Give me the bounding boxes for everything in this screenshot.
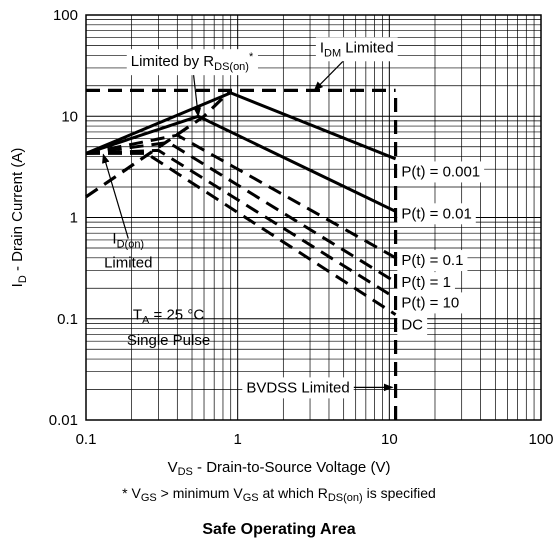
x-tick-label: 10 [381,431,398,448]
annotation-ta2: Single Pulse [127,332,210,349]
series-p-t-0-001 [85,91,397,161]
annotation-label-bg [315,37,398,62]
tick-labels: 0.1 1 10 100 0.01 0.1 1 10 100 [49,7,554,448]
annotation-idon1: ID(on) [102,153,144,251]
annotation-text: BVDSS Limited [246,379,349,396]
annotation-arrow [192,74,202,118]
annotation-text: P(t) = 0.01 [401,205,471,222]
y-tick-label: 1 [70,210,78,227]
annotation-label-bg [397,161,485,183]
limit-rds-on-limited [85,89,232,199]
annotation-text: Limited by RDS(on)* [131,51,254,73]
chart-title: Safe Operating Area [202,521,356,538]
x-axis-label: VDS - Drain-to-Source Voltage (V) [167,459,391,478]
y-axis-label: ID - Drain Current (A) [9,148,29,288]
y-tick-label: 0.01 [49,412,78,429]
annotation-label-bg [242,377,354,399]
annotation-text: P(t) = 0.1 [401,252,463,269]
annotation-lbldc: DC [397,314,428,336]
x-tick-label: 1 [233,431,241,448]
x-tick-label: 100 [528,431,553,448]
annotation-text: P(t) = 10 [401,294,459,311]
annotation-label-bg [397,292,464,314]
annotations: Limited by RDS(on)* IDM Limited ID(on) Limi… [102,37,485,399]
annotation-lbl1: P(t) = 0.1 [397,250,468,272]
annotation-label-bg [397,314,428,336]
annotation-rds: Limited by RDS(on)* [126,49,258,118]
limit-lines [85,88,398,420]
annotation-arrow [313,58,346,92]
y-tick-label: 100 [53,7,78,24]
annotation-label-bg [397,272,455,294]
annotation-arrow [102,153,129,239]
series-dc [86,151,397,316]
annotation-lbl10: P(t) = 1 [397,272,455,294]
annotation-label-bg [126,49,258,76]
annotation-text: Single Pulse [127,332,210,349]
annotation-ta1: TA = 25 °C [133,307,204,327]
y-tick-label: 0.1 [57,311,78,328]
x-tick-label: 0.1 [76,431,97,448]
annotation-text: TA = 25 °C [133,307,204,327]
annotation-text: DC [401,316,423,333]
annotation-text: Limited [104,254,152,271]
annotation-text: P(t) = 0.001 [401,163,480,180]
annotation-text: P(t) = 1 [401,274,451,291]
annotation-label-bg [397,250,468,272]
annotation-idon2: Limited [104,254,152,271]
footnote: * VGS > minimum VGS at which RDS(on) is … [122,485,436,504]
annotation-text: ID(on) [112,231,144,251]
series-p-t-1 [85,140,397,284]
annotation-bvdss: BVDSS Limited [242,377,394,399]
plot-frame [85,14,542,421]
annotation-idm: IDM Limited [313,37,398,92]
safe-operating-area-chart: Limited by RDS(on)* IDM Limited ID(on) Limi… [9,7,554,448]
annotation-lbl01: P(t) = 0.01 [397,203,476,225]
y-tick-label: 10 [61,108,78,125]
annotation-lbl001: P(t) = 0.001 [397,161,485,183]
annotation-label-bg [397,203,476,225]
annotation-text: IDM Limited [320,39,394,59]
annotation-lbl100: P(t) = 10 [397,292,464,314]
